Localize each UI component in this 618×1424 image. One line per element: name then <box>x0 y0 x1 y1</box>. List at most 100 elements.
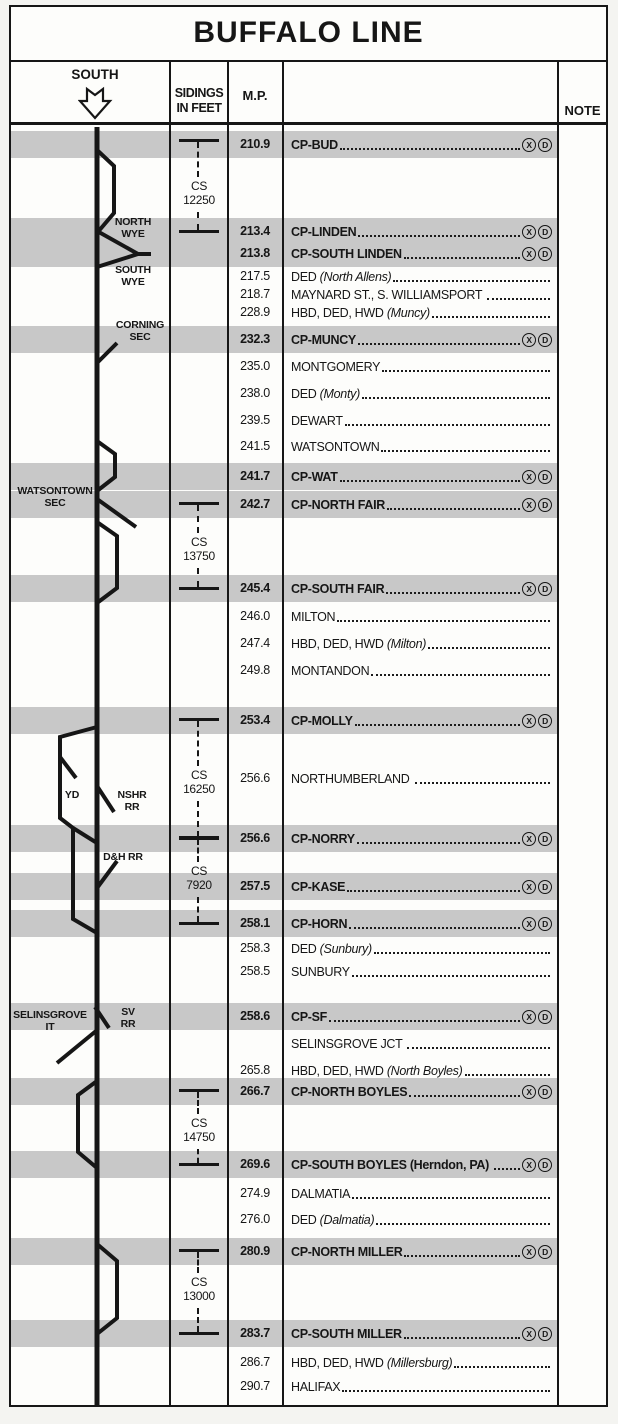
siding-dashed-line <box>197 801 199 837</box>
header-divider <box>9 122 608 125</box>
leader-dots <box>354 724 520 726</box>
leader-dots <box>382 370 550 372</box>
station-name: HBD, DED, HWD <box>291 637 387 651</box>
siding-end-bar <box>179 836 219 839</box>
leader-dots <box>329 1020 520 1022</box>
diagram-label-watsontown-sec: WATSONTOWN SEC <box>17 485 93 509</box>
leader-dots <box>349 927 520 929</box>
station-name: DED <box>291 1213 320 1227</box>
station-entry: CP-SOUTH LINDEN X D <box>291 244 552 262</box>
station-name: SELINSGROVE JCT <box>291 1037 406 1051</box>
station-entry: SELINSGROVE JCT <box>291 1034 552 1052</box>
milepost-value: 276.0 <box>240 1212 270 1226</box>
station-name: DEWART <box>291 414 343 428</box>
milepost-value: 213.4 <box>240 224 270 238</box>
milepost-value: 269.6 <box>240 1157 270 1171</box>
siding-length-label: CS 13000 <box>183 1275 215 1303</box>
milepost-value: 286.7 <box>240 1355 270 1369</box>
leader-dots <box>351 975 550 977</box>
symbol-d-icon: D <box>538 714 552 728</box>
highlight-band <box>11 1077 558 1105</box>
milepost-value: 258.6 <box>240 1009 270 1023</box>
diagram-label-selinsgrove-it: SELINSGROVE IT <box>13 1009 87 1033</box>
milepost-value: 217.5 <box>240 269 270 283</box>
station-entry: CP-NORTH MILLER X D <box>291 1242 552 1260</box>
station-entry: MONTANDON <box>291 661 552 679</box>
station-name: CP-HORN <box>291 917 348 931</box>
leader-dots <box>428 647 550 649</box>
symbol-d-icon: D <box>538 582 552 596</box>
diagram-label-dh-rr: D&H RR <box>103 851 143 863</box>
symbol-d-icon: D <box>538 470 552 484</box>
interlocking-symbol-x-icon: X <box>522 333 536 347</box>
milepost-value: 257.5 <box>240 879 270 893</box>
interlocking-symbol-x-icon: X <box>522 1158 536 1172</box>
interlocking-symbol-x-icon: X <box>522 1085 536 1099</box>
milepost-value: 241.5 <box>240 439 270 453</box>
highlight-band <box>11 909 558 937</box>
column-divider-stations-note <box>557 62 559 1405</box>
leader-dots <box>407 1047 550 1049</box>
station-name: CP-MOLLY <box>291 714 353 728</box>
leader-dots <box>386 592 520 594</box>
station-name: DED <box>291 942 320 956</box>
column-header-note: NOTE <box>564 103 601 118</box>
station-name: DED <box>291 387 320 401</box>
siding-dashed-line <box>197 839 199 862</box>
milepost-value: 242.7 <box>240 497 270 511</box>
siding-dashed-line <box>197 897 199 922</box>
symbol-d-icon: D <box>538 832 552 846</box>
milepost-value: 258.5 <box>240 964 270 978</box>
station-name: MONTGOMERY <box>291 360 381 374</box>
station-entry: CP-BUD X D <box>291 135 552 153</box>
siding-dashed-line <box>197 1252 199 1273</box>
leader-dots <box>387 508 520 510</box>
siding-end-bar <box>179 1163 219 1166</box>
leader-dots <box>376 1223 550 1225</box>
siding-end-bar <box>179 502 219 505</box>
siding-dashed-line <box>197 1092 199 1114</box>
station-entry: MILTON <box>291 607 552 625</box>
diagram-label-corning-sec: CORNING SEC <box>115 319 165 343</box>
leader-dots <box>339 480 520 482</box>
siding-length-label: CS 12250 <box>183 179 215 207</box>
station-entry: DALMATIA <box>291 1184 552 1202</box>
milepost-value: 241.7 <box>240 469 270 483</box>
interlocking-symbol-x-icon: X <box>522 714 536 728</box>
station-name: MAYNARD ST., S. WILLIAMSPORT <box>291 288 486 302</box>
milepost-value: 274.9 <box>240 1186 270 1200</box>
leader-dots <box>404 1255 520 1257</box>
symbol-d-icon: D <box>538 1158 552 1172</box>
station-name: CP-BUD <box>291 138 338 152</box>
siding-dashed-line <box>197 212 199 230</box>
milepost-value: 266.7 <box>240 1084 270 1098</box>
station-detail: (Monty) <box>319 387 361 401</box>
siding-marker: CS 13000 <box>179 1249 219 1335</box>
siding-length-label: CS 14750 <box>183 1116 215 1144</box>
station-detail: (North Boyles) <box>386 1064 463 1078</box>
siding-dashed-line <box>197 1308 199 1332</box>
milepost-value: 283.7 <box>240 1326 270 1340</box>
station-name: MILTON <box>291 610 336 624</box>
siding-dashed-line <box>197 1149 199 1163</box>
station-name: CP-SOUTH LINDEN <box>291 247 402 261</box>
leader-dots <box>393 280 550 282</box>
station-name: CP-NORTH BOYLES <box>291 1085 408 1099</box>
station-detail: (Sunbury) <box>319 942 372 956</box>
siding-end-bar <box>179 922 219 925</box>
station-name: CP-NORRY <box>291 832 355 846</box>
station-name: NORTHUMBERLAND <box>291 772 413 786</box>
station-name: CP-SOUTH MILLER <box>291 1327 402 1341</box>
milepost-value: 280.9 <box>240 1244 270 1258</box>
interlocking-symbol-x-icon: X <box>522 225 536 239</box>
symbol-d-icon: D <box>538 333 552 347</box>
station-name: HBD, DED, HWD <box>291 1356 387 1370</box>
highlight-band <box>11 706 558 734</box>
milepost-value: 228.9 <box>240 305 270 319</box>
